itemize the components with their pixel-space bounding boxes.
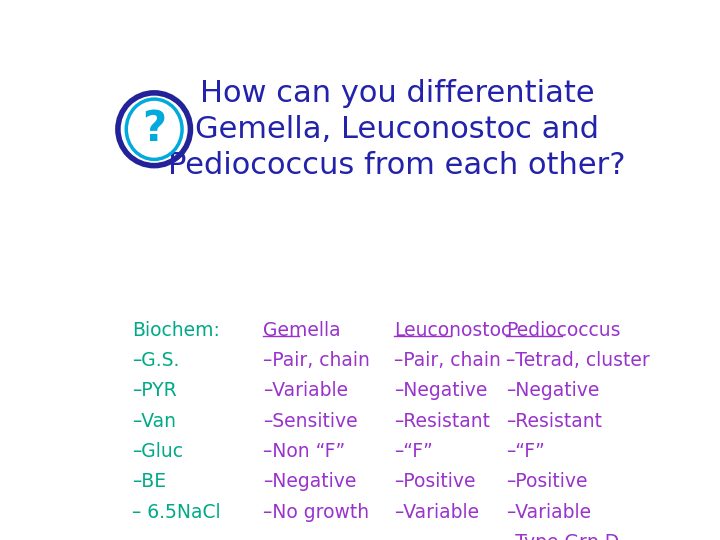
Ellipse shape: [118, 93, 191, 166]
Text: –“F”: –“F”: [394, 442, 433, 461]
Text: –Pair, chain: –Pair, chain: [263, 351, 370, 370]
Text: –Type Grp D: –Type Grp D: [505, 533, 619, 540]
Text: –Sensitive: –Sensitive: [263, 411, 358, 430]
Text: How can you differentiate
Gemella, Leuconostoc and
Pediococcus from each other?: How can you differentiate Gemella, Leuco…: [168, 79, 626, 180]
Text: –Variable: –Variable: [394, 503, 480, 522]
Text: ?: ?: [142, 108, 166, 150]
Text: –PYR: –PYR: [132, 381, 176, 400]
Text: –Gluc: –Gluc: [132, 442, 183, 461]
Text: –Variable: –Variable: [263, 381, 348, 400]
Text: –Pair, chain: –Pair, chain: [394, 351, 501, 370]
Text: Gemella: Gemella: [263, 321, 341, 340]
Text: –“F”: –“F”: [505, 442, 544, 461]
Text: –Van: –Van: [132, 411, 176, 430]
Text: –No growth: –No growth: [263, 503, 369, 522]
Text: –Negative: –Negative: [394, 381, 487, 400]
Text: –Negative: –Negative: [263, 472, 356, 491]
Text: Leuconostoc: Leuconostoc: [394, 321, 511, 340]
Text: –Negative: –Negative: [505, 381, 599, 400]
Text: –Positive: –Positive: [505, 472, 588, 491]
Text: –BE: –BE: [132, 472, 166, 491]
Text: –Variable: –Variable: [505, 503, 591, 522]
Text: Biochem:: Biochem:: [132, 321, 220, 340]
Text: –Resistant: –Resistant: [505, 411, 602, 430]
Text: –Positive: –Positive: [394, 472, 476, 491]
Text: – 6.5NaCl: – 6.5NaCl: [132, 503, 220, 522]
Ellipse shape: [126, 99, 182, 159]
Text: Pediococcus: Pediococcus: [505, 321, 620, 340]
Text: –Tetrad, cluster: –Tetrad, cluster: [505, 351, 649, 370]
Text: –G.S.: –G.S.: [132, 351, 179, 370]
Text: –Non “F”: –Non “F”: [263, 442, 345, 461]
Text: –Resistant: –Resistant: [394, 411, 490, 430]
